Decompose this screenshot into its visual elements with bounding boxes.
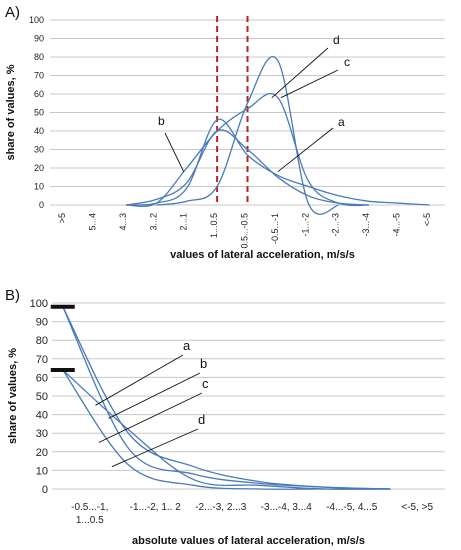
y-tick-label: 30 [34,145,44,155]
x-tick-label: -1...-2, 1.. 2 [130,502,182,513]
series-line-d [62,369,391,490]
y-tick-label: 20 [36,447,48,459]
x-tick-label: 0.5...-0.5 [240,213,250,249]
y-tick-label: 40 [34,126,44,136]
y-tick-label: 100 [29,15,44,25]
y-tick-label: 30 [36,428,48,440]
annotation-label-b: b [158,114,165,128]
y-tick-label: 70 [34,71,44,81]
series-line-a [62,306,391,490]
annotation-label-a: a [338,115,345,129]
x-tick-line: -3...-4, 3...4 [261,502,313,513]
y-tick-label: 80 [34,52,44,62]
x-tick-label: -1...-2 [300,213,310,237]
annotation-leader [277,127,334,173]
y-tick-label: 70 [36,354,48,366]
annotation-label-d: d [198,412,205,427]
x-tick-label: 2...1 [179,213,189,231]
y-tick-label: 80 [36,335,48,347]
y-tick-label: 10 [36,465,48,477]
y-tick-label: 10 [34,182,44,192]
x-axis-title: absolute values of lateral acceleration,… [132,535,365,547]
y-axis-title: share of values, % [5,64,17,160]
y-tick-label: 20 [34,163,44,173]
y-tick-label: 90 [36,317,48,329]
annotation-leader [111,428,199,468]
y-tick-label: 0 [42,484,48,496]
y-tick-label: 40 [36,410,48,422]
x-tick-label: 5...4 [88,213,98,231]
panel-a: A) 0 10 20 30 40 50 60 70 80 90 100 >5 5...4 4...3 3...… [5,4,445,261]
x-tick-label: <-5 [422,213,432,226]
panel-a-label: A) [5,4,20,21]
annotation-leader [95,354,184,406]
x-tick-label: -2...-3 [331,213,341,237]
x-tick-label: -0.5...-1 [270,213,280,244]
annotation-leader [98,392,203,443]
x-tick-label: -3...-4, 3...4 [261,502,313,513]
annotation-label-c: c [202,376,209,391]
x-tick-label: -4...-5, 4...5 [326,502,378,513]
y-tick-label: 100 [30,298,48,310]
annotation-leader [280,69,339,99]
y-axis-title: share of values, % [7,348,19,444]
x-tick-label: -0.5...-1, 1...0.5 [71,502,108,526]
y-tick-label: 60 [34,89,44,99]
series-line-c [125,92,370,208]
x-tick-line: -2...-3, 2...3 [195,502,247,513]
x-tick-line: <-5, >5 [401,502,433,513]
annotation-label-b: b [200,356,207,371]
annotation-leader [271,47,329,99]
panel-b: B) 0 10 20 30 40 50 60 70 80 90 100 -0.5...-1, 1...0.… [5,287,445,547]
series-line-a [125,118,430,206]
annotation-leader [164,132,185,172]
y-tick-label: 50 [34,108,44,118]
x-tick-label: -4...-5 [391,213,401,237]
x-tick-line: -1...-2, 1.. 2 [130,502,182,513]
annotation-label-d: d [333,33,340,47]
series-line-b [125,129,370,206]
x-tick-line: 1...0.5 [76,515,104,526]
x-tick-label: 1...0.5 [209,213,219,238]
annotation-label-a: a [183,338,191,353]
x-tick-label: 4...3 [118,213,128,231]
series-line-d [156,56,339,215]
x-tick-label: >5 [57,213,67,223]
y-tick-label: 50 [36,391,48,403]
x-tick-label: <-5, >5 [401,502,433,513]
annotation-label-c: c [344,55,350,69]
series-line-c [62,369,391,490]
series-line-b [62,306,391,490]
panel-b-label: B) [5,287,20,304]
annotation-leader [108,372,201,419]
x-tick-line: -4...-5, 4...5 [326,502,378,513]
x-tick-label: -3...-4 [361,213,371,237]
x-tick-label: -2...-3, 2...3 [195,502,247,513]
y-tick-label: 0 [39,200,44,210]
y-tick-label: 60 [36,372,48,384]
x-tick-label: 3...2 [148,213,158,231]
x-tick-line: -0.5...-1, [71,502,108,513]
x-axis-title: values of lateral acceleration, m/s/s [170,249,355,261]
y-tick-label: 90 [34,34,44,44]
